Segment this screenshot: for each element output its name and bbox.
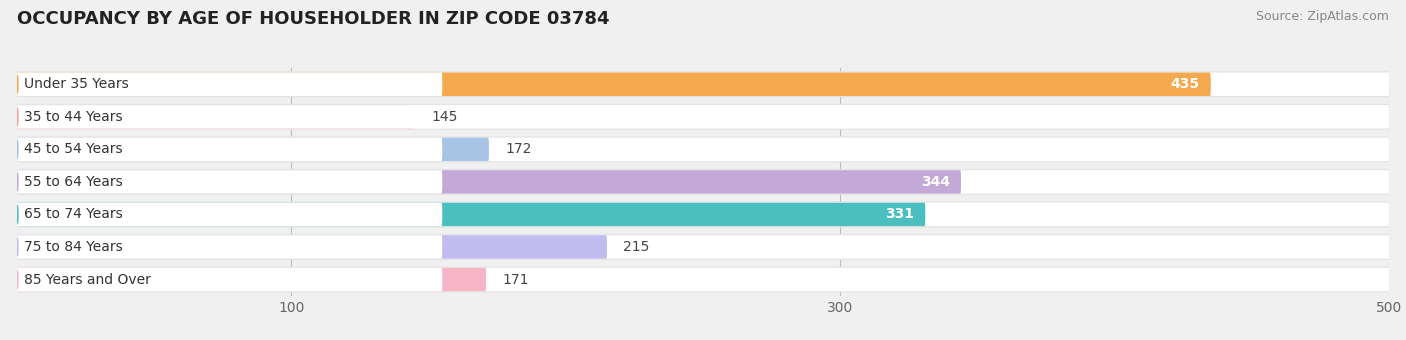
Text: Source: ZipAtlas.com: Source: ZipAtlas.com	[1256, 10, 1389, 23]
Text: 55 to 64 Years: 55 to 64 Years	[24, 175, 122, 189]
Circle shape	[17, 271, 18, 288]
FancyBboxPatch shape	[17, 268, 1389, 291]
Text: 145: 145	[432, 110, 458, 124]
FancyBboxPatch shape	[17, 138, 1389, 161]
FancyBboxPatch shape	[17, 235, 443, 259]
Text: 215: 215	[623, 240, 650, 254]
FancyBboxPatch shape	[17, 105, 1389, 129]
FancyBboxPatch shape	[17, 72, 1389, 96]
Text: 344: 344	[921, 175, 950, 189]
FancyBboxPatch shape	[17, 234, 1389, 260]
FancyBboxPatch shape	[17, 105, 415, 129]
FancyBboxPatch shape	[17, 170, 443, 193]
Text: 172: 172	[505, 142, 531, 156]
Text: 35 to 44 Years: 35 to 44 Years	[24, 110, 122, 124]
Text: 171: 171	[503, 273, 529, 287]
Text: 85 Years and Over: 85 Years and Over	[24, 273, 150, 287]
Text: 65 to 74 Years: 65 to 74 Years	[24, 207, 122, 221]
FancyBboxPatch shape	[17, 235, 607, 259]
Circle shape	[17, 238, 18, 256]
Text: OCCUPANCY BY AGE OF HOUSEHOLDER IN ZIP CODE 03784: OCCUPANCY BY AGE OF HOUSEHOLDER IN ZIP C…	[17, 10, 609, 28]
Circle shape	[17, 140, 18, 158]
FancyBboxPatch shape	[17, 169, 1389, 195]
FancyBboxPatch shape	[17, 203, 443, 226]
FancyBboxPatch shape	[17, 72, 1211, 96]
Text: 45 to 54 Years: 45 to 54 Years	[24, 142, 122, 156]
FancyBboxPatch shape	[17, 268, 486, 291]
Text: 435: 435	[1171, 77, 1199, 91]
FancyBboxPatch shape	[17, 72, 443, 96]
Circle shape	[17, 75, 18, 93]
Text: Under 35 Years: Under 35 Years	[24, 77, 128, 91]
FancyBboxPatch shape	[17, 104, 1389, 130]
Text: 75 to 84 Years: 75 to 84 Years	[24, 240, 122, 254]
FancyBboxPatch shape	[17, 138, 489, 161]
FancyBboxPatch shape	[17, 268, 443, 291]
FancyBboxPatch shape	[17, 170, 1389, 193]
FancyBboxPatch shape	[17, 203, 925, 226]
Circle shape	[17, 206, 18, 223]
FancyBboxPatch shape	[17, 203, 1389, 226]
FancyBboxPatch shape	[17, 235, 1389, 259]
FancyBboxPatch shape	[17, 105, 443, 129]
FancyBboxPatch shape	[17, 267, 1389, 292]
Text: 331: 331	[886, 207, 914, 221]
Circle shape	[17, 108, 18, 126]
Circle shape	[17, 173, 18, 191]
FancyBboxPatch shape	[17, 170, 960, 193]
FancyBboxPatch shape	[17, 201, 1389, 227]
FancyBboxPatch shape	[17, 136, 1389, 163]
FancyBboxPatch shape	[17, 71, 1389, 97]
FancyBboxPatch shape	[17, 138, 443, 161]
